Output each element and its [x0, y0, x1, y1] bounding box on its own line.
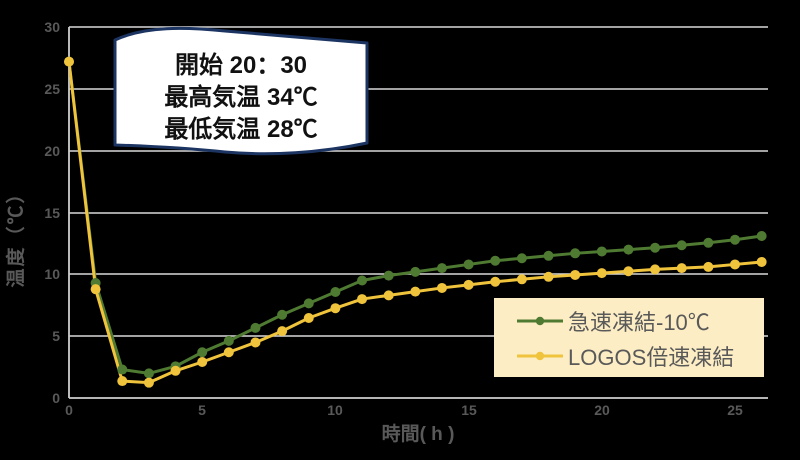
svg-text:25: 25: [727, 402, 743, 418]
svg-text:0: 0: [65, 402, 73, 418]
svg-text:最低気温 28℃: 最低気温 28℃: [164, 115, 317, 143]
svg-text:LOGOS倍速凍結: LOGOS倍速凍結: [568, 345, 734, 370]
svg-text:時間( h ): 時間( h ): [382, 423, 455, 445]
svg-text:温度（℃）: 温度（℃）: [4, 182, 27, 287]
svg-text:最高気温 34℃: 最高気温 34℃: [164, 83, 317, 111]
svg-text:5: 5: [198, 402, 206, 418]
svg-text:20: 20: [44, 143, 60, 159]
svg-text:開始 20：30: 開始 20：30: [175, 52, 307, 79]
svg-text:30: 30: [44, 19, 60, 35]
svg-text:20: 20: [594, 402, 610, 418]
svg-text:5: 5: [52, 328, 60, 344]
svg-text:10: 10: [327, 402, 343, 418]
svg-text:10: 10: [44, 266, 60, 282]
svg-text:15: 15: [461, 402, 477, 418]
svg-text:0: 0: [52, 390, 60, 406]
svg-text:急速凍結-10℃: 急速凍結-10℃: [568, 310, 710, 335]
svg-text:25: 25: [44, 81, 60, 97]
svg-text:15: 15: [44, 205, 60, 221]
